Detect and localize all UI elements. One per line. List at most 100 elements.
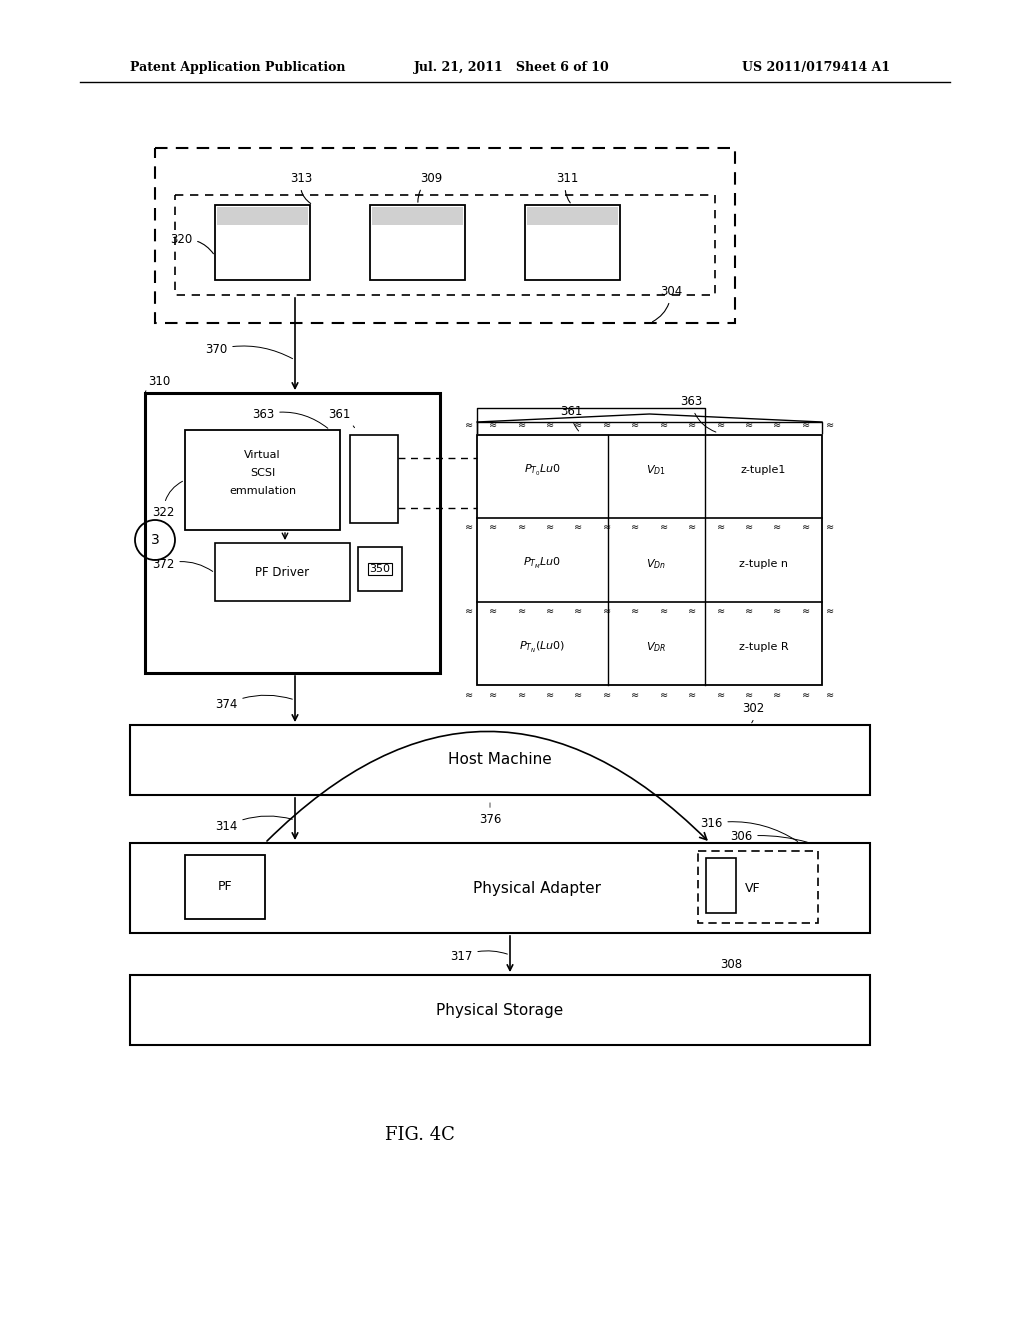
Text: $V_{DR}$: $V_{DR}$ — [646, 640, 667, 653]
Text: ≈: ≈ — [465, 606, 473, 615]
Text: z-tuple1: z-tuple1 — [740, 465, 786, 475]
Text: ≈: ≈ — [489, 690, 498, 700]
Text: 322: 322 — [152, 482, 182, 519]
Text: ≈: ≈ — [744, 690, 753, 700]
Text: VF: VF — [745, 882, 761, 895]
Text: Patent Application Publication: Patent Application Publication — [130, 62, 345, 74]
Text: 310: 310 — [145, 375, 170, 393]
Text: Jul. 21, 2011   Sheet 6 of 10: Jul. 21, 2011 Sheet 6 of 10 — [414, 62, 610, 74]
Text: Physical Adapter: Physical Adapter — [473, 880, 601, 895]
Bar — [217, 207, 308, 224]
Text: ≈: ≈ — [517, 523, 525, 532]
Text: ≈: ≈ — [574, 606, 583, 615]
Bar — [185, 430, 340, 531]
Text: 304: 304 — [652, 285, 682, 322]
Text: ≈: ≈ — [546, 690, 554, 700]
Text: ≈: ≈ — [688, 690, 696, 700]
Text: ≈: ≈ — [574, 523, 583, 532]
Text: 361: 361 — [560, 405, 583, 430]
Text: 350: 350 — [370, 564, 390, 574]
Bar — [706, 858, 736, 913]
Text: ≈: ≈ — [773, 690, 781, 700]
Text: ≈: ≈ — [659, 420, 668, 430]
Bar — [350, 436, 398, 523]
Text: ≈: ≈ — [631, 420, 639, 430]
Text: ≈: ≈ — [688, 420, 696, 430]
Text: ≈: ≈ — [489, 420, 498, 430]
Text: ≈: ≈ — [517, 420, 525, 430]
Text: PF Driver: PF Driver — [255, 565, 309, 578]
Text: ≈: ≈ — [744, 606, 753, 615]
Text: z-tuple R: z-tuple R — [738, 642, 788, 652]
Text: ≈: ≈ — [659, 523, 668, 532]
Text: 314: 314 — [215, 816, 292, 833]
Text: ≈: ≈ — [773, 606, 781, 615]
Text: 309: 309 — [418, 172, 442, 202]
Bar — [477, 436, 822, 685]
Text: 316: 316 — [700, 817, 798, 841]
Text: ≈: ≈ — [773, 420, 781, 430]
Text: ≈: ≈ — [744, 420, 753, 430]
Text: 361: 361 — [328, 408, 354, 428]
Text: ≈: ≈ — [465, 420, 473, 430]
Text: ≈: ≈ — [603, 523, 611, 532]
Text: ≈: ≈ — [517, 606, 525, 615]
Bar — [370, 205, 465, 280]
Bar — [185, 855, 265, 919]
Text: 317: 317 — [450, 950, 507, 964]
Bar — [215, 543, 350, 601]
Text: ≈: ≈ — [546, 420, 554, 430]
Text: ≈: ≈ — [717, 690, 725, 700]
Text: emmulation: emmulation — [229, 486, 296, 496]
Text: ≈: ≈ — [465, 523, 473, 532]
Text: 376: 376 — [479, 803, 501, 826]
Bar — [175, 195, 715, 294]
Text: 308: 308 — [720, 958, 742, 975]
Bar — [372, 207, 463, 224]
Text: ≈: ≈ — [826, 420, 835, 430]
FancyArrowPatch shape — [267, 731, 707, 841]
Text: ≈: ≈ — [631, 690, 639, 700]
Text: ≈: ≈ — [631, 606, 639, 615]
Text: Virtual: Virtual — [244, 450, 281, 459]
Bar — [145, 393, 440, 673]
Bar — [525, 205, 620, 280]
Text: ≈: ≈ — [574, 420, 583, 430]
Text: 320: 320 — [170, 234, 213, 253]
Text: ≈: ≈ — [546, 523, 554, 532]
Text: 372: 372 — [152, 558, 213, 572]
Bar — [215, 205, 310, 280]
Text: ≈: ≈ — [659, 606, 668, 615]
Text: SCSI: SCSI — [250, 469, 275, 478]
Text: ≈: ≈ — [802, 420, 810, 430]
Text: $P_{T_N}(Lu0)$: $P_{T_N}(Lu0)$ — [519, 640, 565, 655]
Text: ≈: ≈ — [717, 606, 725, 615]
Text: ≈: ≈ — [826, 606, 835, 615]
Text: ≈: ≈ — [517, 690, 525, 700]
Text: ≈: ≈ — [802, 690, 810, 700]
Text: FIG. 4C: FIG. 4C — [385, 1126, 455, 1144]
Text: 363: 363 — [680, 395, 716, 432]
Text: ≈: ≈ — [717, 420, 725, 430]
Text: ≈: ≈ — [574, 690, 583, 700]
Text: ≈: ≈ — [826, 690, 835, 700]
Text: $V_{D1}$: $V_{D1}$ — [646, 463, 667, 477]
Text: ≈: ≈ — [717, 523, 725, 532]
Text: US 2011/0179414 A1: US 2011/0179414 A1 — [741, 62, 890, 74]
Text: ≈: ≈ — [802, 523, 810, 532]
Text: 313: 313 — [290, 172, 312, 203]
Text: ≈: ≈ — [631, 523, 639, 532]
Text: ≈: ≈ — [489, 606, 498, 615]
Text: $P_{T_0}Lu0$: $P_{T_0}Lu0$ — [524, 462, 561, 478]
Text: $V_{Dn}$: $V_{Dn}$ — [646, 557, 667, 570]
Bar — [358, 546, 402, 591]
Bar — [698, 851, 818, 923]
Text: 311: 311 — [556, 172, 579, 203]
Text: 370: 370 — [205, 343, 293, 359]
Bar — [155, 148, 735, 323]
Text: 306: 306 — [730, 830, 807, 843]
Bar — [130, 843, 870, 933]
Bar — [130, 725, 870, 795]
Text: ≈: ≈ — [744, 523, 753, 532]
Text: $P_{T_M}Lu0$: $P_{T_M}Lu0$ — [523, 556, 562, 572]
